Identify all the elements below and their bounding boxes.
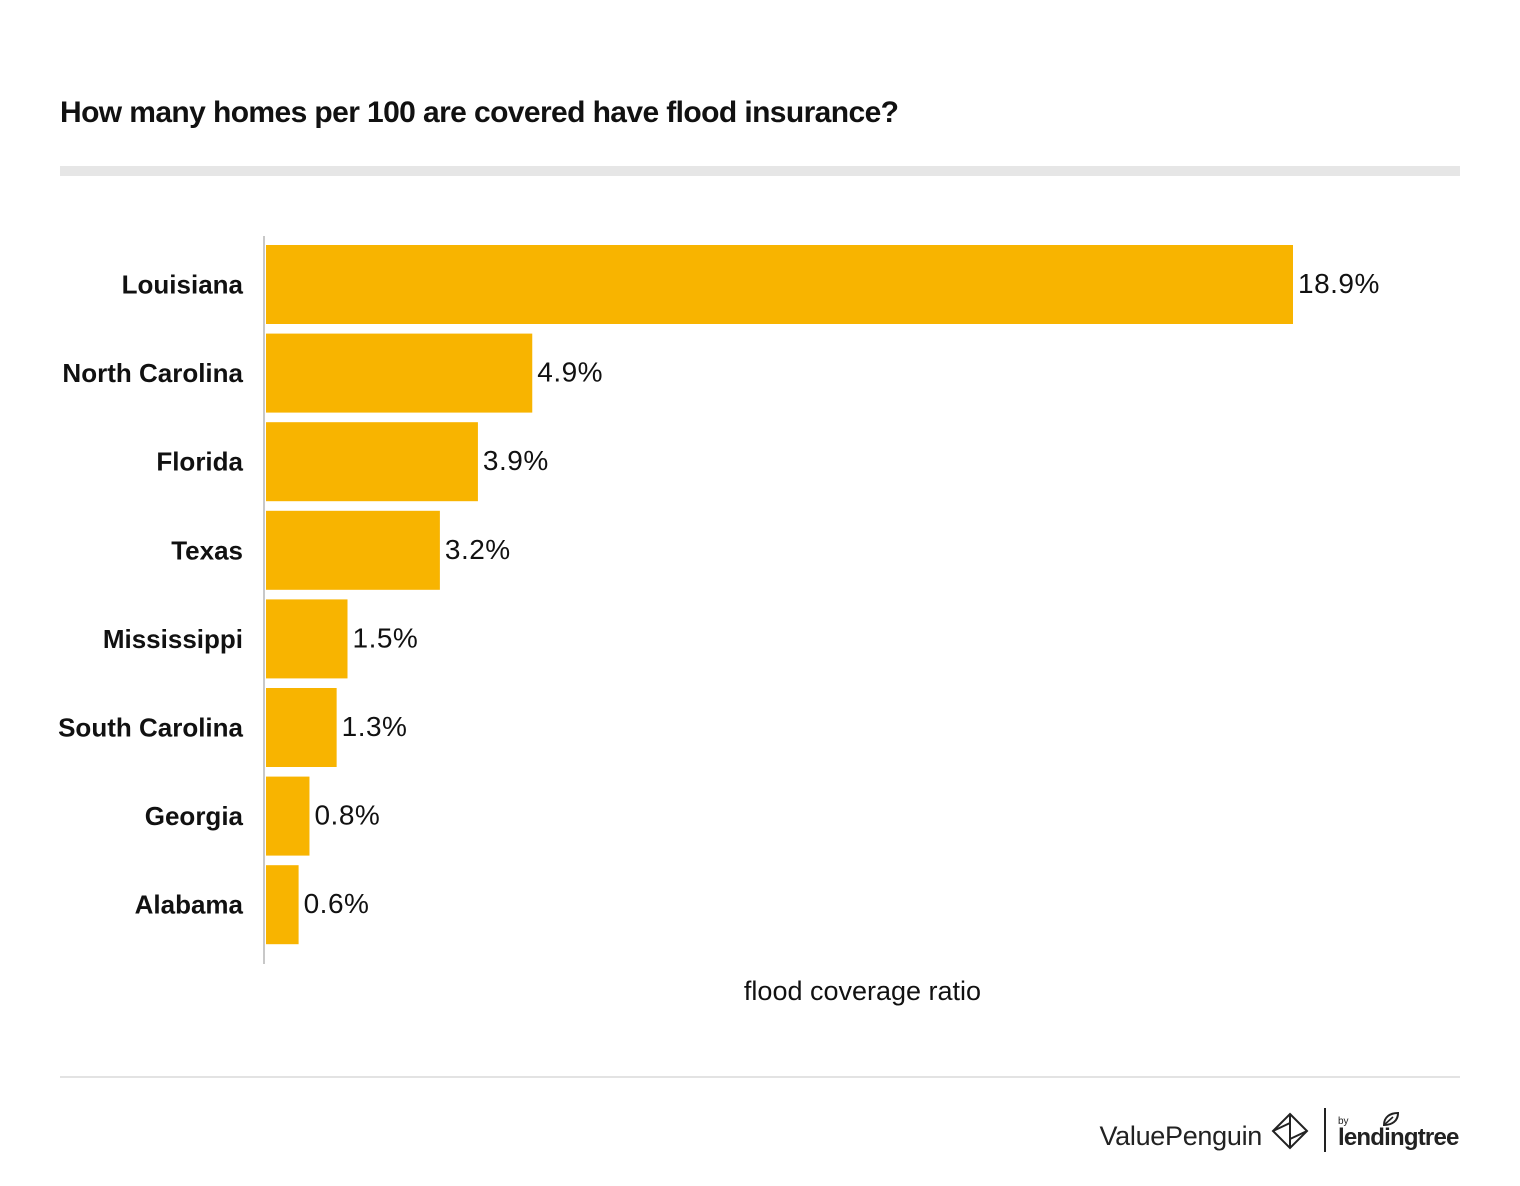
by-label: by — [1338, 1116, 1349, 1127]
footer-branding: ValuePenguin by lendingtree — [1099, 1104, 1460, 1156]
data-label: 0.6% — [304, 888, 370, 919]
data-label: 4.9% — [537, 357, 603, 388]
valuepenguin-wordmark: ValuePenguin — [1099, 1120, 1262, 1151]
category-label: South Carolina — [58, 713, 243, 743]
data-label: 1.3% — [342, 711, 408, 742]
data-label: 1.5% — [353, 622, 419, 653]
bar — [266, 688, 337, 767]
bar — [266, 245, 1293, 324]
bar-chart: Louisiana 18.9% North Carolina 4.9% Florida 3… — [58, 236, 1380, 1006]
x-axis-label: flood coverage ratio — [744, 976, 981, 1006]
category-label: Florida — [156, 447, 243, 477]
leaf-icon — [1382, 1112, 1400, 1126]
bar — [266, 422, 478, 502]
bar — [266, 333, 533, 413]
footer-divider-line — [60, 1076, 1460, 1078]
title-divider — [60, 166, 1460, 176]
data-label: 3.2% — [445, 534, 511, 565]
bar — [266, 776, 310, 856]
data-label: 3.9% — [483, 445, 549, 476]
valuepenguin-logo-icon — [1271, 1112, 1309, 1150]
bar — [266, 865, 299, 945]
data-label: 18.9% — [1298, 268, 1380, 299]
bar — [266, 599, 348, 679]
bar — [266, 510, 440, 590]
lendingtree-wordmark: lendingtree — [1338, 1124, 1459, 1151]
category-label: Mississippi — [103, 624, 243, 654]
chart-title: How many homes per 100 are covered have … — [60, 96, 899, 129]
category-label: Texas — [171, 535, 243, 565]
category-label: Alabama — [135, 890, 244, 920]
data-label: 0.8% — [314, 800, 380, 831]
category-label: Georgia — [145, 801, 244, 831]
lendingtree-logo: by lendingtree — [1338, 1108, 1460, 1152]
category-label: North Carolina — [62, 358, 243, 388]
category-label: Louisiana — [122, 270, 244, 300]
footer-divider — [1324, 1108, 1326, 1152]
